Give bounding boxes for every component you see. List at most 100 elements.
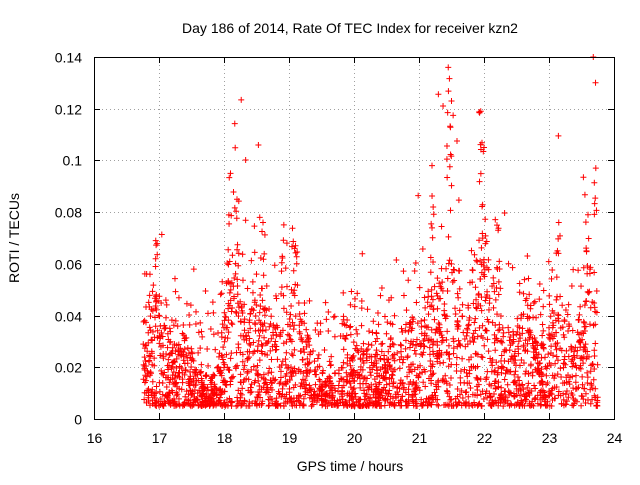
data-point <box>580 264 587 271</box>
data-point <box>190 381 197 388</box>
data-point <box>524 302 531 309</box>
data-point <box>239 358 246 365</box>
data-point <box>546 360 553 367</box>
data-point <box>351 378 358 385</box>
data-point <box>158 329 165 336</box>
data-point <box>554 293 561 300</box>
data-point <box>500 364 507 371</box>
data-point <box>390 368 397 375</box>
data-point <box>329 393 336 400</box>
data-point <box>360 375 367 382</box>
data-point <box>486 300 493 307</box>
data-point <box>347 323 354 330</box>
data-point <box>456 285 463 292</box>
data-point <box>576 311 583 318</box>
data-point <box>326 373 333 380</box>
data-point <box>401 384 408 391</box>
data-point <box>486 381 493 388</box>
data-point <box>332 400 339 407</box>
data-point <box>190 401 197 408</box>
data-point <box>265 403 272 410</box>
data-point <box>292 281 299 288</box>
data-point <box>457 374 464 381</box>
data-point <box>229 252 236 259</box>
data-point <box>468 363 475 370</box>
data-point <box>585 289 592 296</box>
data-point <box>256 383 263 390</box>
data-point <box>157 352 164 359</box>
data-point <box>286 376 293 383</box>
data-point <box>238 303 245 310</box>
data-point <box>438 265 445 272</box>
data-point <box>476 237 483 244</box>
data-point <box>314 355 321 362</box>
data-point <box>142 357 149 364</box>
data-point <box>170 399 177 406</box>
data-point <box>382 362 389 369</box>
data-point <box>227 170 234 177</box>
data-point <box>282 361 289 368</box>
data-point <box>219 387 226 394</box>
data-point <box>150 392 157 399</box>
data-point <box>299 356 306 363</box>
data-point <box>404 354 411 361</box>
data-point <box>591 269 598 276</box>
data-point <box>177 345 184 352</box>
data-point <box>288 373 295 380</box>
data-point <box>246 335 253 342</box>
data-point <box>165 392 172 399</box>
data-point <box>474 387 481 394</box>
data-point <box>330 314 337 321</box>
data-point <box>185 397 192 404</box>
data-point <box>379 375 386 382</box>
data-point <box>480 395 487 402</box>
data-point <box>349 354 356 361</box>
data-point <box>494 265 501 272</box>
data-point <box>359 402 366 409</box>
data-point <box>506 337 513 344</box>
data-point <box>213 400 220 407</box>
data-point <box>492 322 499 329</box>
data-point <box>412 391 419 398</box>
data-point <box>328 361 335 368</box>
data-point <box>390 383 397 390</box>
data-point <box>445 351 452 358</box>
data-point <box>374 393 381 400</box>
data-point <box>581 319 588 326</box>
data-point <box>517 386 524 393</box>
data-point <box>565 328 572 335</box>
data-point <box>225 246 232 253</box>
data-point <box>283 349 290 356</box>
data-point <box>479 322 486 329</box>
data-point <box>347 331 354 338</box>
data-point <box>457 342 464 349</box>
y-tick-label: 0.14 <box>55 50 82 66</box>
data-point <box>282 356 289 363</box>
data-point <box>340 289 347 296</box>
data-point <box>141 270 148 277</box>
data-point <box>252 313 259 320</box>
data-point <box>582 390 589 397</box>
data-point <box>522 390 529 397</box>
data-point <box>299 383 306 390</box>
data-point <box>181 399 188 406</box>
data-point <box>444 275 451 282</box>
data-point <box>172 347 179 354</box>
data-point <box>402 321 409 328</box>
data-point <box>272 325 279 332</box>
data-point <box>251 223 258 230</box>
data-point <box>186 321 193 328</box>
data-point <box>310 348 317 355</box>
data-point <box>536 371 543 378</box>
data-point <box>526 327 533 334</box>
data-point <box>584 348 591 355</box>
x-tick-label: 24 <box>607 430 623 446</box>
data-point <box>251 348 258 355</box>
data-point <box>344 360 351 367</box>
data-point <box>158 299 165 306</box>
data-point <box>297 316 304 323</box>
data-point <box>194 396 201 403</box>
data-point <box>484 316 491 323</box>
data-point <box>228 212 235 219</box>
data-point <box>453 137 460 144</box>
